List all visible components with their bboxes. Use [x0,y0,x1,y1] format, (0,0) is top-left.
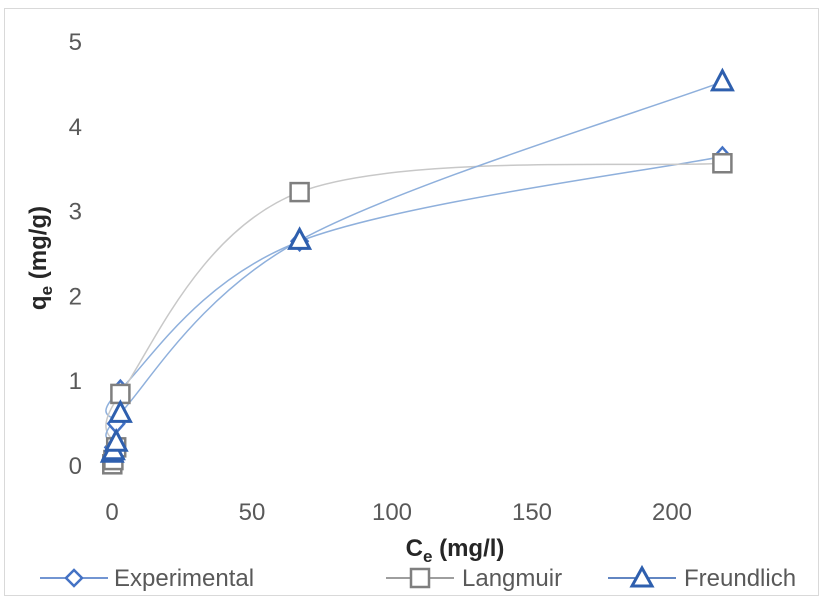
legend: Experimental Langmuir Freundlich [40,564,796,592]
y-tick-label: 5 [69,29,82,56]
y-tick-label: 4 [69,114,82,141]
triangle-marker-icon [629,564,655,588]
x-tick-label: 100 [372,499,412,526]
x-tick-label: 0 [105,499,118,526]
data-point-langmuir [712,153,733,174]
y-tick-label: 3 [69,199,82,226]
y-tick-label: 0 [69,453,82,480]
y-tick-label: 2 [69,283,82,310]
legend-item-freundlich: Freundlich [608,564,796,592]
data-point-freundlich [287,226,313,250]
x-axis-title: Ce (mg/l) [406,535,505,566]
diamond-marker-icon [64,568,84,588]
series-line-experimental [105,155,723,456]
y-axis-title: qe (mg/g) [25,206,56,310]
x-tick-label: 50 [239,499,266,526]
data-point-freundlich [107,399,133,423]
data-point-langmuir [289,181,310,203]
x-axis-ticks: 0 50 100 150 200 [105,499,692,526]
legend-label-freundlich: Freundlich [684,565,796,592]
series-markers [99,67,735,475]
data-point-freundlich [709,67,735,92]
y-axis-ticks: 0 1 2 3 4 5 [69,29,82,480]
series-line-freundlich [105,81,723,454]
legend-label-langmuir: Langmuir [462,565,562,592]
square-marker-icon [409,567,431,589]
x-tick-label: 150 [512,499,552,526]
x-tick-label: 200 [652,499,692,526]
legend-item-langmuir: Langmuir [386,565,562,592]
legend-label-experimental: Experimental [114,565,254,592]
data-point-freundlich [103,428,129,452]
legend-item-experimental: Experimental [40,565,254,592]
series-line-langmuir [105,162,723,465]
y-tick-label: 1 [69,368,82,395]
chart-frame [4,8,819,596]
series-lines [105,81,723,465]
